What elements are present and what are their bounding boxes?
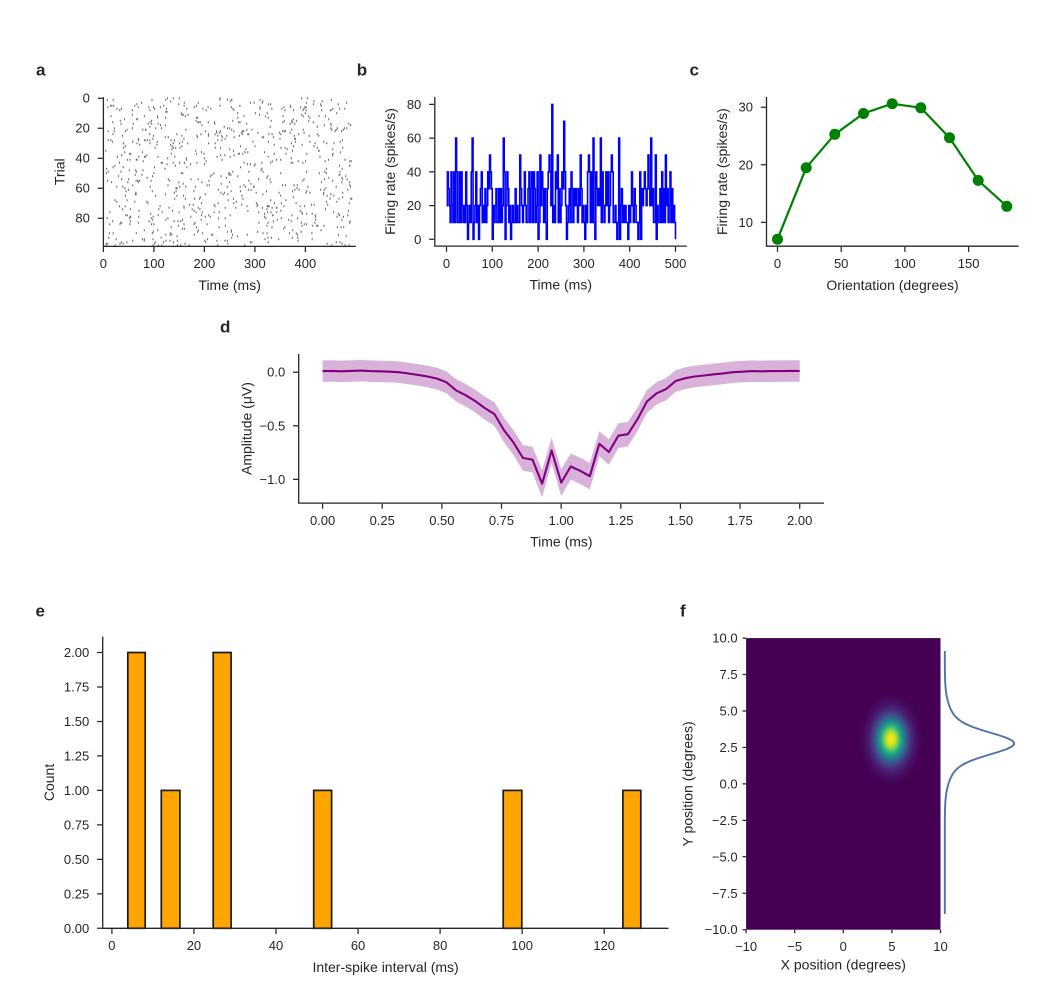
svg-text:100: 100 [894, 256, 916, 271]
svg-text:20: 20 [739, 157, 753, 172]
svg-text:500: 500 [665, 256, 687, 271]
svg-text:400: 400 [295, 256, 317, 271]
svg-text:7.5: 7.5 [720, 667, 738, 682]
svg-text:0.25: 0.25 [64, 886, 89, 901]
svg-text:Inter-spike interval (ms): Inter-spike interval (ms) [312, 959, 458, 975]
svg-text:100: 100 [143, 256, 165, 271]
svg-text:10: 10 [739, 215, 753, 230]
svg-text:0.75: 0.75 [489, 513, 514, 528]
svg-text:0: 0 [414, 232, 421, 247]
svg-text:0.50: 0.50 [64, 852, 89, 867]
svg-text:−0.5: −0.5 [260, 418, 286, 433]
svg-text:0.50: 0.50 [429, 513, 454, 528]
svg-text:1.75: 1.75 [64, 679, 89, 694]
svg-text:f: f [680, 601, 686, 620]
svg-text:20: 20 [187, 938, 201, 953]
svg-text:d: d [220, 318, 230, 337]
svg-text:2.5: 2.5 [720, 740, 738, 755]
svg-text:Time (ms): Time (ms) [530, 277, 592, 293]
svg-text:−5: −5 [787, 939, 802, 954]
svg-text:0.25: 0.25 [370, 513, 395, 528]
svg-text:1.50: 1.50 [64, 714, 89, 729]
svg-text:50: 50 [834, 256, 848, 271]
svg-text:200: 200 [194, 256, 216, 271]
svg-text:100: 100 [511, 938, 533, 953]
svg-text:c: c [690, 60, 699, 79]
svg-text:40: 40 [75, 151, 89, 166]
svg-text:a: a [36, 60, 46, 79]
svg-text:20: 20 [407, 198, 421, 213]
svg-text:1.25: 1.25 [64, 748, 89, 763]
svg-text:2.00: 2.00 [787, 513, 812, 528]
svg-text:30: 30 [739, 100, 753, 115]
svg-text:0: 0 [840, 939, 847, 954]
svg-text:0: 0 [443, 256, 450, 271]
svg-text:−7.5: −7.5 [712, 886, 738, 901]
svg-text:−5.0: −5.0 [712, 849, 738, 864]
svg-text:60: 60 [351, 938, 365, 953]
svg-text:Orientation (degrees): Orientation (degrees) [826, 277, 958, 293]
svg-text:80: 80 [407, 97, 421, 112]
svg-text:150: 150 [958, 256, 980, 271]
svg-text:100: 100 [481, 256, 503, 271]
svg-text:−10.0: −10.0 [705, 922, 738, 937]
svg-text:0: 0 [83, 91, 90, 106]
svg-text:Count: Count [41, 764, 57, 801]
svg-text:0.75: 0.75 [64, 817, 89, 832]
svg-text:−2.5: −2.5 [712, 813, 738, 828]
svg-text:−1.0: −1.0 [260, 472, 286, 487]
svg-text:b: b [357, 60, 367, 79]
svg-text:40: 40 [407, 164, 421, 179]
svg-text:80: 80 [433, 938, 447, 953]
svg-text:0.00: 0.00 [64, 921, 89, 936]
svg-text:X position (degrees): X position (degrees) [781, 956, 906, 972]
svg-text:Amplitude (μV): Amplitude (μV) [239, 382, 255, 475]
svg-text:200: 200 [527, 256, 549, 271]
svg-text:0: 0 [108, 938, 115, 953]
svg-text:0.0: 0.0 [267, 365, 285, 380]
svg-text:Time (ms): Time (ms) [198, 277, 260, 293]
svg-text:1.00: 1.00 [548, 513, 573, 528]
svg-text:1.50: 1.50 [668, 513, 693, 528]
svg-text:120: 120 [593, 938, 615, 953]
svg-text:40: 40 [269, 938, 283, 953]
svg-text:1.75: 1.75 [727, 513, 752, 528]
svg-text:0: 0 [100, 256, 107, 271]
svg-text:Y position (degrees): Y position (degrees) [679, 721, 695, 846]
svg-text:e: e [36, 601, 45, 620]
svg-text:80: 80 [75, 211, 89, 226]
svg-text:300: 300 [573, 256, 595, 271]
svg-text:20: 20 [75, 121, 89, 136]
svg-text:60: 60 [75, 181, 89, 196]
svg-text:10.0: 10.0 [712, 631, 737, 646]
svg-text:Firing rate (spikes/s): Firing rate (spikes/s) [714, 108, 730, 235]
svg-text:Firing rate (spikes/s): Firing rate (spikes/s) [382, 108, 398, 235]
svg-text:10: 10 [933, 939, 947, 954]
svg-text:60: 60 [407, 131, 421, 146]
svg-text:400: 400 [619, 256, 641, 271]
svg-text:Trial: Trial [51, 158, 67, 185]
svg-text:300: 300 [244, 256, 266, 271]
svg-text:2.00: 2.00 [64, 645, 89, 660]
svg-text:−10: −10 [735, 939, 757, 954]
svg-text:5.0: 5.0 [720, 704, 738, 719]
svg-text:0: 0 [774, 256, 781, 271]
svg-text:1.25: 1.25 [608, 513, 633, 528]
svg-text:Time (ms): Time (ms) [530, 534, 592, 550]
svg-text:0.00: 0.00 [310, 513, 335, 528]
svg-text:0.0: 0.0 [720, 776, 738, 791]
svg-text:5: 5 [888, 939, 895, 954]
svg-text:1.00: 1.00 [64, 783, 89, 798]
